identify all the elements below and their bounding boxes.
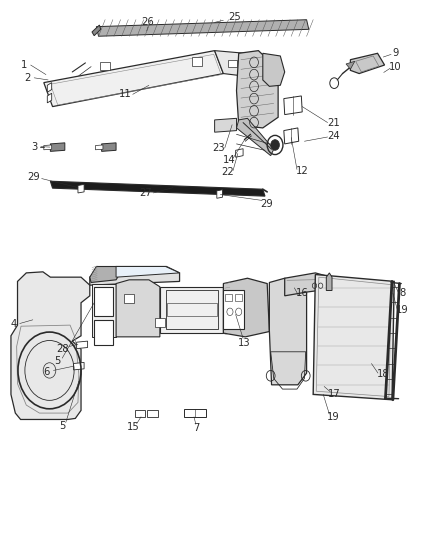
Polygon shape: [215, 51, 245, 76]
Polygon shape: [192, 57, 202, 66]
Text: 14: 14: [223, 155, 235, 165]
Polygon shape: [225, 294, 232, 301]
Polygon shape: [102, 143, 116, 151]
Text: 2: 2: [25, 73, 31, 83]
Polygon shape: [74, 362, 84, 370]
Polygon shape: [96, 20, 309, 36]
Text: 26: 26: [141, 18, 155, 27]
Circle shape: [271, 140, 279, 150]
Polygon shape: [236, 149, 243, 157]
Text: 16: 16: [296, 288, 309, 298]
Polygon shape: [346, 61, 355, 69]
Text: 29: 29: [27, 172, 40, 182]
Polygon shape: [95, 145, 103, 150]
Text: 10: 10: [389, 62, 401, 72]
Polygon shape: [94, 287, 113, 316]
Polygon shape: [350, 53, 385, 74]
Text: 5: 5: [59, 422, 65, 431]
Text: 19: 19: [396, 305, 409, 315]
Text: 17: 17: [327, 390, 340, 399]
Text: 3: 3: [31, 142, 37, 151]
Text: 19: 19: [326, 412, 339, 422]
Polygon shape: [217, 190, 223, 198]
Polygon shape: [284, 128, 299, 144]
Polygon shape: [92, 284, 116, 337]
Polygon shape: [160, 287, 223, 333]
Polygon shape: [44, 145, 52, 150]
Polygon shape: [263, 53, 285, 86]
Polygon shape: [47, 93, 52, 103]
Polygon shape: [326, 273, 332, 290]
Polygon shape: [116, 266, 180, 277]
Polygon shape: [269, 278, 307, 385]
Text: 6: 6: [44, 367, 50, 376]
Text: 15: 15: [127, 423, 140, 432]
Text: 1: 1: [21, 60, 27, 70]
Polygon shape: [100, 62, 110, 70]
Polygon shape: [223, 290, 244, 329]
Text: 23: 23: [212, 143, 224, 153]
Polygon shape: [90, 266, 120, 282]
Polygon shape: [147, 410, 158, 417]
Text: 5: 5: [54, 356, 60, 366]
Text: 28: 28: [57, 344, 69, 354]
Text: 9: 9: [392, 49, 398, 58]
Polygon shape: [237, 118, 274, 156]
Text: 18: 18: [377, 369, 389, 379]
Polygon shape: [44, 51, 223, 107]
Text: 22: 22: [221, 167, 234, 176]
Text: 29: 29: [260, 199, 273, 209]
Polygon shape: [235, 294, 242, 301]
Polygon shape: [135, 410, 145, 417]
Polygon shape: [155, 318, 165, 327]
Text: 11: 11: [118, 90, 131, 99]
Polygon shape: [78, 184, 84, 193]
Polygon shape: [215, 118, 237, 132]
Polygon shape: [77, 341, 88, 349]
Text: 25: 25: [228, 12, 241, 22]
Polygon shape: [184, 409, 206, 417]
Text: 4: 4: [11, 319, 17, 328]
Polygon shape: [285, 273, 331, 296]
Text: 21: 21: [327, 118, 340, 127]
Text: 27: 27: [139, 188, 152, 198]
Polygon shape: [284, 96, 302, 115]
Polygon shape: [11, 272, 90, 419]
Polygon shape: [90, 266, 180, 285]
Polygon shape: [237, 51, 278, 128]
Text: 13: 13: [238, 338, 251, 348]
Text: 24: 24: [328, 131, 340, 141]
Text: 12: 12: [296, 166, 309, 175]
Polygon shape: [50, 181, 265, 196]
Polygon shape: [124, 294, 134, 303]
Polygon shape: [313, 274, 394, 400]
Polygon shape: [47, 83, 52, 92]
Polygon shape: [228, 60, 237, 67]
Text: 8: 8: [400, 288, 406, 298]
Polygon shape: [223, 278, 269, 337]
Polygon shape: [94, 320, 113, 345]
Polygon shape: [92, 25, 101, 36]
Polygon shape: [116, 280, 160, 337]
Polygon shape: [50, 143, 65, 151]
Text: 7: 7: [193, 423, 199, 433]
